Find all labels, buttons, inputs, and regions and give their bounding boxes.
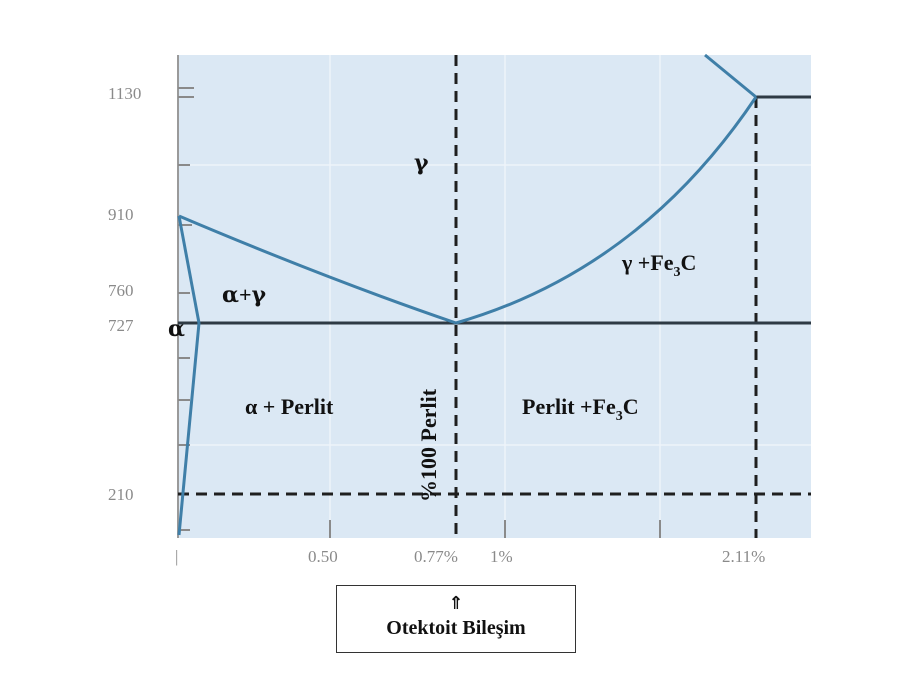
- y-tick-760: 760: [108, 281, 134, 300]
- x-tick-0-77: 0.77%: [414, 547, 458, 566]
- liquidus-top-line: [704, 53, 757, 99]
- x-tick-2-11: 2.11%: [722, 547, 765, 566]
- alpha-solvus-upper: [177, 215, 201, 324]
- x-tick-marks: [329, 520, 661, 538]
- eutectoid-composition-box: ⇑ Otektoit Bileşim: [336, 585, 576, 653]
- gamma-alpha-boundary: [178, 214, 457, 325]
- y-tick-210: 210: [108, 485, 134, 504]
- y-tick-1130: 1130: [108, 84, 141, 103]
- y-tick-727: 727: [108, 316, 134, 335]
- plot-area: [177, 55, 811, 538]
- region-100-perlit: %100 Perlit: [416, 388, 441, 502]
- region-alpha-perlit: α + Perlit: [245, 394, 334, 419]
- region-perlit-fe3c: Perlit +Fe3C: [522, 394, 639, 424]
- region-alpha-gamma: α+γ: [222, 282, 266, 308]
- x-tick-origin: |: [175, 547, 178, 566]
- double-up-arrow-icon: ⇑: [448, 593, 464, 614]
- phase-boundaries: [177, 53, 758, 536]
- eutectoid-composition-label: Otektoit Bileşim: [386, 617, 526, 639]
- acm-boundary: [455, 96, 758, 325]
- x-tick-0-50: 0.50: [308, 547, 338, 566]
- y-tick-910: 910: [108, 205, 134, 224]
- region-gamma: γ: [414, 150, 429, 176]
- region-alpha: α: [168, 316, 185, 342]
- x-tick-1: 1%: [490, 547, 513, 566]
- alpha-solvus-lower: [177, 322, 201, 536]
- dashed-lines: [178, 55, 811, 538]
- region-gamma-fe3c: γ +Fe3C: [621, 250, 696, 280]
